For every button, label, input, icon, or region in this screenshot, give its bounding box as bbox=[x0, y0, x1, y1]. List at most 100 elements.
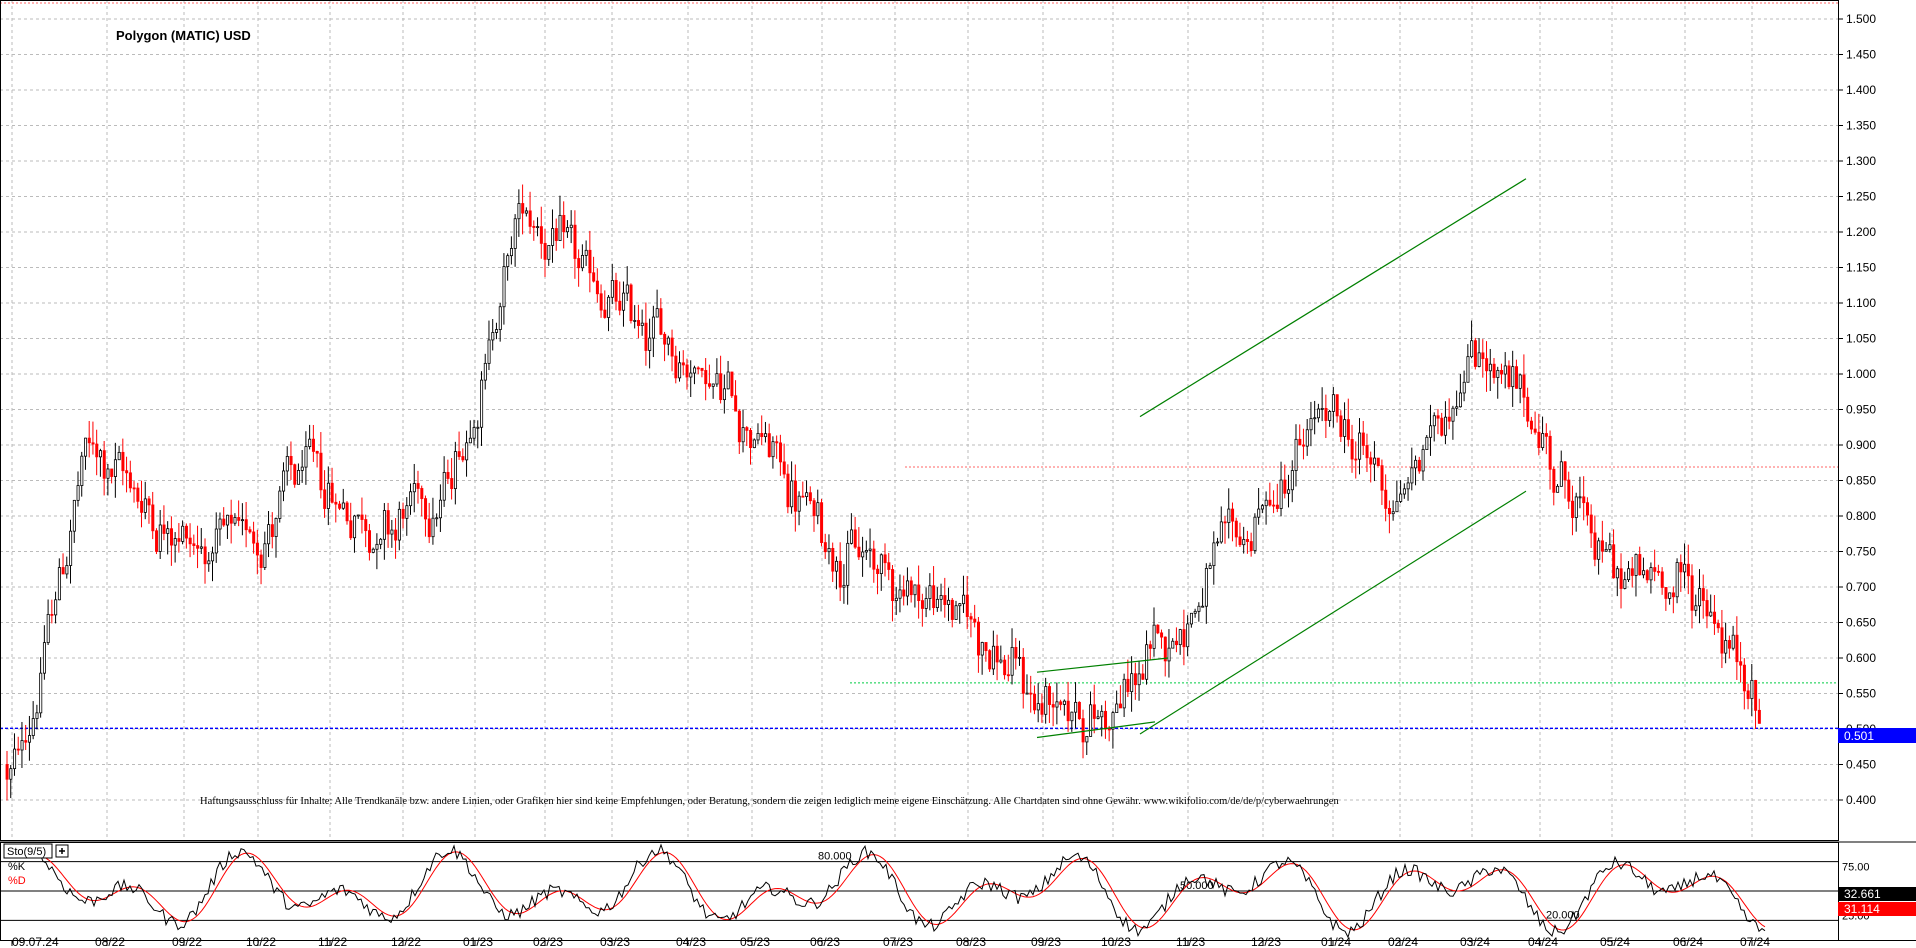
y-tick-label: 0.850 bbox=[1846, 474, 1876, 488]
candle bbox=[991, 630, 995, 676]
candle bbox=[1746, 683, 1750, 710]
candle bbox=[394, 518, 398, 559]
candle bbox=[622, 281, 626, 327]
candle bbox=[655, 289, 659, 318]
candle bbox=[211, 546, 215, 582]
candle bbox=[379, 537, 383, 550]
candle bbox=[1074, 682, 1078, 729]
candle bbox=[438, 484, 442, 532]
reference-levels bbox=[0, 466, 1838, 729]
candle bbox=[207, 551, 211, 572]
candle bbox=[162, 505, 166, 541]
candles bbox=[5, 184, 1761, 801]
candle bbox=[1055, 682, 1059, 725]
candle bbox=[99, 448, 103, 477]
x-tick-label: 04/23 bbox=[676, 935, 706, 948]
candle bbox=[95, 429, 99, 476]
candle bbox=[282, 462, 286, 502]
candle bbox=[1126, 659, 1130, 698]
candle bbox=[9, 764, 13, 799]
x-tick-label: 09.07.24 bbox=[12, 935, 59, 948]
candle bbox=[872, 540, 876, 583]
expand-indicator-button[interactable] bbox=[55, 844, 69, 858]
y-tick-label: 0.950 bbox=[1846, 403, 1876, 417]
candle bbox=[902, 575, 906, 606]
candle bbox=[1171, 638, 1175, 649]
candle bbox=[1219, 506, 1223, 544]
candle bbox=[323, 470, 327, 518]
candle bbox=[517, 189, 521, 237]
candle bbox=[54, 591, 58, 624]
candle bbox=[196, 525, 200, 569]
candle bbox=[285, 446, 289, 486]
candle bbox=[879, 553, 883, 591]
candle bbox=[965, 575, 969, 630]
candle bbox=[1429, 404, 1433, 456]
candle bbox=[1402, 483, 1406, 499]
indicator-name: Sto(9/5) bbox=[7, 846, 46, 858]
candle bbox=[1178, 628, 1182, 655]
candle bbox=[1021, 648, 1025, 709]
candle bbox=[1604, 541, 1608, 552]
candle bbox=[1627, 561, 1631, 583]
candle bbox=[1223, 516, 1227, 544]
candle bbox=[1526, 387, 1530, 428]
candle bbox=[1182, 609, 1186, 666]
candle bbox=[1033, 685, 1037, 715]
candle bbox=[1548, 430, 1552, 490]
price-plot-frame bbox=[0, 0, 1839, 841]
candle bbox=[1462, 370, 1466, 402]
candle bbox=[536, 217, 540, 237]
candle bbox=[891, 565, 895, 622]
candle bbox=[920, 593, 924, 627]
candle bbox=[1619, 553, 1623, 609]
d-last-badge: 31.114 bbox=[1838, 902, 1916, 916]
candle bbox=[1608, 532, 1612, 553]
candle bbox=[906, 567, 910, 606]
candle bbox=[356, 514, 360, 519]
candle bbox=[1242, 526, 1246, 554]
candle bbox=[947, 587, 951, 622]
candle bbox=[1694, 594, 1698, 617]
candle bbox=[311, 424, 315, 462]
candle bbox=[1406, 476, 1410, 501]
candle bbox=[861, 536, 865, 577]
candle bbox=[827, 534, 831, 565]
candle bbox=[1003, 655, 1007, 680]
candle bbox=[1447, 398, 1451, 430]
x-tick-label: 02/23 bbox=[533, 935, 563, 948]
candle bbox=[1686, 544, 1690, 595]
candle bbox=[1070, 711, 1074, 732]
y-tick-label: 0.800 bbox=[1846, 509, 1876, 523]
candle bbox=[521, 184, 525, 235]
candle bbox=[1586, 497, 1590, 526]
candle bbox=[1690, 564, 1694, 629]
candle bbox=[368, 523, 372, 561]
candle bbox=[420, 485, 424, 517]
candle bbox=[442, 456, 446, 507]
candle bbox=[1417, 456, 1421, 474]
candle bbox=[1148, 640, 1152, 661]
stochastic-legend: Sto(9/5) %K %D bbox=[3, 843, 69, 887]
candle bbox=[222, 507, 226, 527]
candle bbox=[199, 528, 203, 555]
candle bbox=[659, 298, 663, 336]
candle bbox=[1163, 636, 1167, 677]
candle bbox=[973, 604, 977, 628]
candle bbox=[509, 236, 513, 265]
candle bbox=[450, 458, 454, 500]
candle bbox=[1567, 471, 1571, 509]
candle bbox=[1563, 460, 1567, 499]
y-tick-label: 1.450 bbox=[1846, 48, 1876, 62]
candle bbox=[696, 366, 700, 375]
candle bbox=[375, 533, 379, 570]
candle bbox=[1556, 484, 1560, 493]
candle bbox=[1010, 628, 1014, 685]
y-tick-label: 1.100 bbox=[1846, 296, 1876, 310]
x-tick-label: 07/24 bbox=[1740, 935, 1770, 948]
candle bbox=[760, 415, 764, 446]
candle bbox=[371, 547, 375, 554]
x-tick-label: 12/23 bbox=[1251, 935, 1281, 948]
candle bbox=[1432, 412, 1436, 442]
candle bbox=[1698, 569, 1702, 624]
